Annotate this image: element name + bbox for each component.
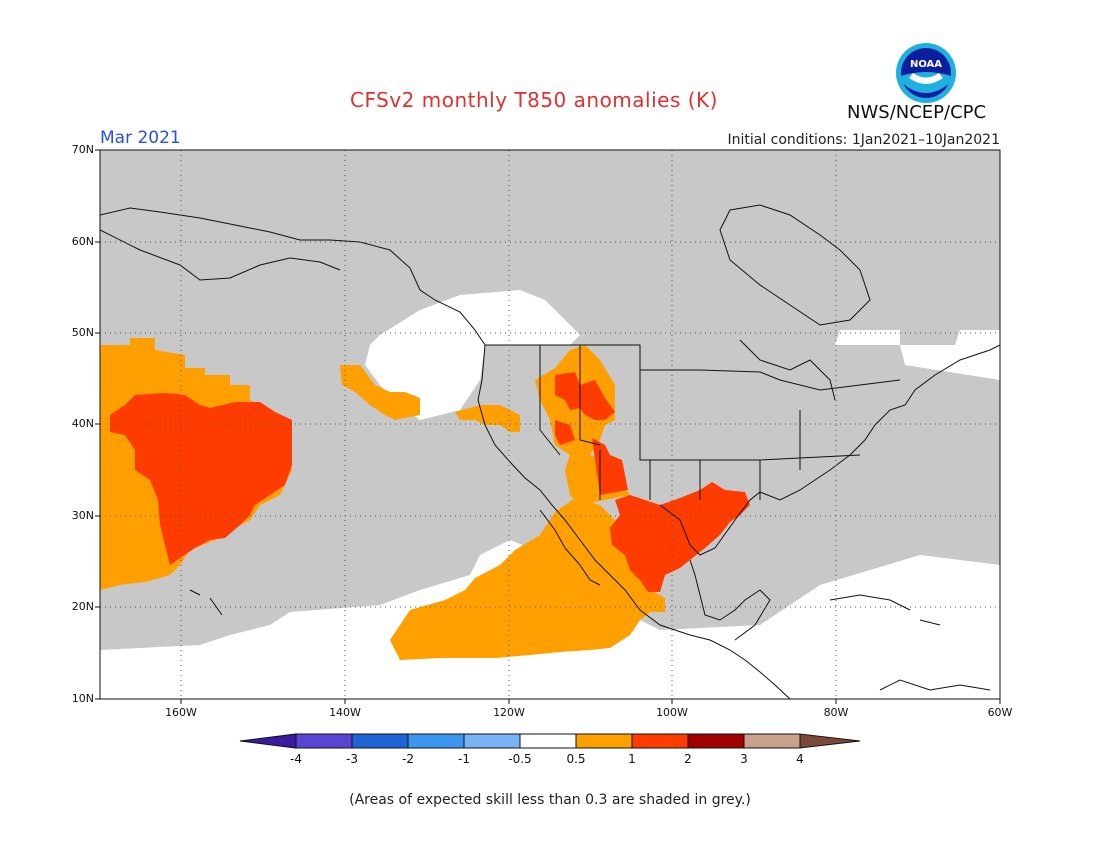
lat-label-40n: 40N xyxy=(71,417,94,430)
colorbar-label: 4 xyxy=(796,752,804,766)
colorbar-bin-1-2 xyxy=(631,733,689,749)
skill-footnote: (Areas of expected skill less than 0.3 a… xyxy=(349,792,751,808)
colorbar xyxy=(239,733,861,749)
lat-label-30n: 30N xyxy=(71,509,94,522)
axis-ticks xyxy=(95,149,1001,704)
lon-label-100w: 100W xyxy=(656,706,688,719)
lat-label-70n: 70N xyxy=(71,143,94,156)
colorbar-bin-2-3 xyxy=(687,733,745,749)
logo-text: NOAA xyxy=(910,59,942,70)
anomaly-red-texas-mexico xyxy=(610,482,750,592)
lon-label-120w: 120W xyxy=(493,706,525,719)
anomaly-red-central-pacific xyxy=(110,393,292,565)
anomaly-orange-baja-pacific xyxy=(390,498,665,660)
colorbar-label: -1 xyxy=(458,752,470,766)
anomaly-red-rockies xyxy=(555,372,628,495)
colorbar-bin-1-05 xyxy=(463,733,521,749)
initial-conditions: Initial conditions: 1Jan2021–10Jan2021 xyxy=(727,132,1000,148)
colorbar-label: 3 xyxy=(740,752,748,766)
colorbar-label: 1 xyxy=(628,752,636,766)
forecast-month: Mar 2021 xyxy=(100,128,181,148)
colorbar-bin-4-3 xyxy=(295,733,353,749)
lat-label-10n: 10N xyxy=(71,692,94,705)
colorbar-bin-05-1 xyxy=(575,733,633,749)
colorbar-bin-3-4 xyxy=(743,733,801,749)
lat-label-20n: 20N xyxy=(71,600,94,613)
organization-label: NWS/NCEP/CPC xyxy=(847,102,987,123)
lat-label-60n: 60N xyxy=(71,235,94,248)
colorbar-bin-3-2 xyxy=(351,733,409,749)
graticule xyxy=(100,150,1000,699)
colorbar-bin-lt-4 xyxy=(239,733,297,749)
lat-label-50n: 50N xyxy=(71,326,94,339)
colorbar-label: -4 xyxy=(290,752,302,766)
colorbar-bin-neutral xyxy=(519,733,577,749)
lon-label-160w: 160W xyxy=(165,706,197,719)
colorbar-label: -0.5 xyxy=(508,752,532,766)
lon-label-140w: 140W xyxy=(329,706,361,719)
lon-label-80w: 80W xyxy=(823,706,849,719)
colorbar-label: 2 xyxy=(684,752,692,766)
colorbar-bin-2-1 xyxy=(407,733,465,749)
noaa-logo: NOAA xyxy=(895,42,957,104)
coastlines-and-borders xyxy=(100,204,1000,699)
colorbar-label: -3 xyxy=(346,752,358,766)
map-title: CFSv2 monthly T850 anomalies (K) xyxy=(350,88,718,112)
lon-label-60w: 60W xyxy=(987,706,1013,719)
colorbar-bin-gt-4 xyxy=(799,733,861,749)
anomaly-orange-ne-pacific xyxy=(340,365,420,420)
colorbar-label: 0.5 xyxy=(566,752,586,766)
colorbar-label: -2 xyxy=(402,752,414,766)
